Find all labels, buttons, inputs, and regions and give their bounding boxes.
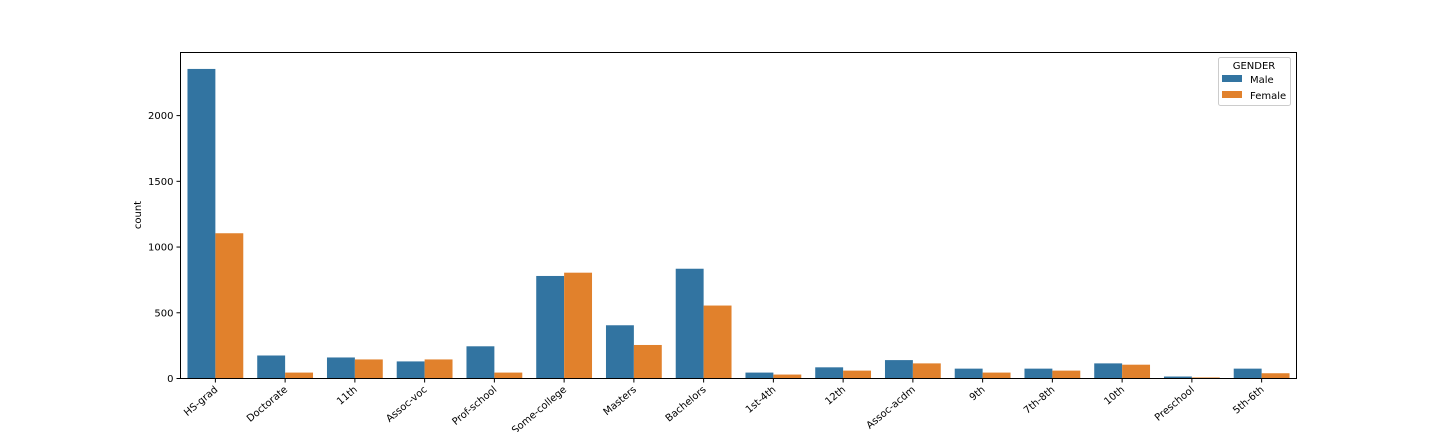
- bar-male-prof-school: [466, 346, 495, 379]
- x-tick-label: 5th-6th: [1231, 384, 1266, 416]
- y-axis-label: count: [133, 201, 144, 229]
- bar-female-some-college: [564, 272, 593, 379]
- bar-female-12th: [843, 370, 872, 379]
- bar-male-masters: [605, 325, 634, 379]
- bar-female-7th-8th: [1052, 370, 1081, 379]
- bar-female-9th: [982, 372, 1011, 379]
- x-tick-label: Assoc-acdm: [865, 384, 918, 431]
- bar-female-5th-6th: [1261, 373, 1290, 379]
- bar-female-1st-4th: [773, 374, 802, 379]
- bars-group: [187, 68, 1290, 379]
- y-tick-label: 2000: [148, 111, 173, 122]
- legend-swatch-female: [1222, 91, 1242, 98]
- bar-male-11th: [326, 357, 355, 379]
- bar-male-12th: [815, 367, 844, 379]
- legend-title: GENDER: [1233, 61, 1276, 72]
- x-tick-label: Prof-school: [450, 384, 499, 427]
- x-tick-label: Some-college: [510, 384, 569, 432]
- bar-male-hs-grad: [187, 68, 216, 379]
- x-tick-label: HS-grad: [182, 384, 220, 418]
- legend-label-female: Female: [1250, 91, 1286, 102]
- legend-label-male: Male: [1250, 75, 1274, 86]
- plot-frame: [180, 52, 1297, 379]
- bar-female-assoc-voc: [424, 359, 453, 379]
- bar-male-some-college: [536, 275, 565, 379]
- bar-female-bachelors: [703, 305, 732, 379]
- x-tick-label: 7th-8th: [1022, 384, 1057, 416]
- y-tick-label: 0: [167, 374, 173, 385]
- x-tick-label: Preschool: [1153, 384, 1197, 423]
- x-tick-label: Doctorate: [245, 384, 290, 424]
- y-tick-label: 500: [154, 308, 173, 319]
- bar-male-1st-4th: [745, 372, 774, 379]
- bar-male-bachelors: [675, 268, 704, 379]
- bar-male-doctorate: [257, 355, 286, 379]
- bar-male-assoc-acdm: [884, 360, 913, 379]
- x-tick-label: 12th: [823, 384, 848, 407]
- x-tick-label: 11th: [335, 384, 360, 407]
- legend-swatch-male: [1222, 75, 1242, 82]
- x-tick-label: Masters: [602, 384, 639, 418]
- bar-male-10th: [1094, 363, 1123, 379]
- legend: GENDER Male Female: [1218, 57, 1291, 106]
- bar-male-7th-8th: [1024, 368, 1053, 379]
- y-tick-label: 1500: [148, 177, 173, 188]
- bar-female-preschool: [1191, 377, 1220, 379]
- x-tick-label: Bachelors: [664, 384, 709, 424]
- bar-male-assoc-voc: [396, 361, 425, 379]
- y-axis: 0 500 1000 1500 2000: [148, 111, 181, 385]
- bar-female-11th: [354, 359, 383, 379]
- bar-female-doctorate: [285, 372, 314, 379]
- bar-female-masters: [633, 344, 662, 379]
- x-tick-label: Assoc-voc: [384, 384, 429, 424]
- bar-male-preschool: [1163, 376, 1192, 379]
- bar-female-10th: [1122, 364, 1151, 379]
- y-tick-label: 1000: [148, 243, 173, 254]
- bar-male-9th: [954, 368, 983, 379]
- x-axis: HS-grad Doctorate 11th Assoc-voc Prof-school…: [182, 378, 1267, 432]
- x-tick-label: 9th: [968, 384, 988, 403]
- bar-female-assoc-acdm: [912, 363, 941, 379]
- x-tick-label: 1st-4th: [744, 384, 778, 415]
- x-tick-label: 10th: [1102, 384, 1127, 407]
- bar-female-hs-grad: [215, 233, 244, 379]
- bar-male-5th-6th: [1233, 368, 1262, 379]
- bar-female-prof-school: [494, 372, 523, 379]
